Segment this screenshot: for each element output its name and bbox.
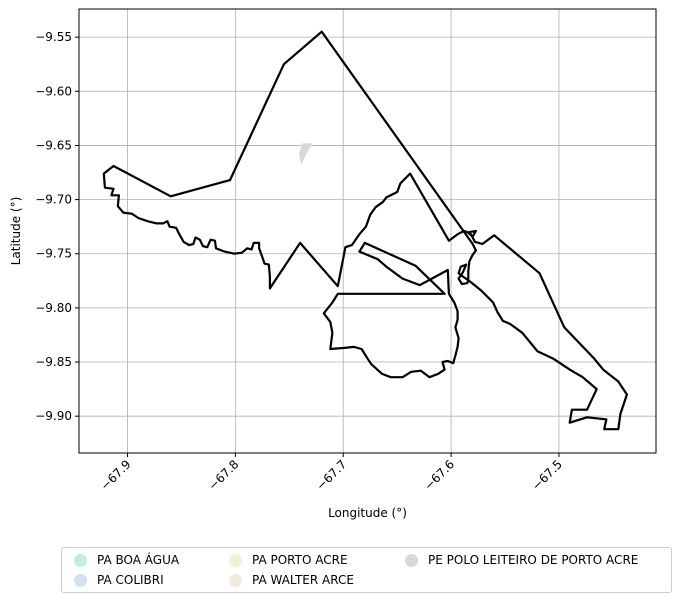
y-tick-label: −9.55 bbox=[35, 30, 72, 44]
x-tick-label: −67.6 bbox=[421, 457, 457, 493]
legend-marker-icon bbox=[229, 553, 242, 567]
legend-item-colibri: PA COLIBRI bbox=[74, 573, 164, 587]
legend-marker-icon bbox=[74, 553, 87, 567]
legend-label: PE POLO LEITEIRO DE PORTO ACRE bbox=[428, 553, 639, 567]
y-axis-title: Latitude (°) bbox=[9, 197, 23, 266]
y-tick-label: −9.70 bbox=[35, 193, 72, 207]
y-tick-label: −9.80 bbox=[35, 301, 72, 315]
map-shapes bbox=[102, 30, 629, 431]
legend-item-boa-agua: PA BOA ÁGUA bbox=[74, 553, 179, 567]
legend-marker-icon bbox=[229, 573, 242, 587]
x-axis-ticks: −67.9 −67.8 −67.7 −67.6 −67.5 bbox=[98, 453, 565, 493]
legend-item-polo-leiteiro: PE POLO LEITEIRO DE PORTO ACRE bbox=[405, 553, 638, 567]
map-polygon bbox=[102, 30, 629, 431]
map-polygon bbox=[299, 143, 312, 165]
x-tick-label: −67.5 bbox=[529, 457, 565, 493]
legend-item-porto-acre: PA PORTO ACRE bbox=[229, 553, 348, 567]
y-tick-label: −9.65 bbox=[35, 138, 72, 152]
y-axis-ticks: −9.55 −9.60 −9.65 −9.70 −9.75 −9.80 −9.85 −9.90 bbox=[35, 30, 79, 423]
y-tick-label: −9.85 bbox=[35, 355, 72, 369]
y-tick-label: −9.90 bbox=[35, 409, 72, 423]
legend-label: PA WALTER ARCE bbox=[252, 573, 354, 587]
map-polygon bbox=[322, 241, 460, 379]
legend-marker-icon bbox=[405, 553, 418, 567]
x-tick-label: −67.7 bbox=[313, 457, 349, 493]
legend: PA BOA ÁGUA PA COLIBRI PA PORTO ACRE PA … bbox=[61, 547, 672, 593]
y-tick-label: −9.60 bbox=[35, 84, 72, 98]
y-tick-label: −9.75 bbox=[35, 247, 72, 261]
plot-frame bbox=[78, 8, 657, 454]
legend-label: PA COLIBRI bbox=[97, 573, 164, 587]
legend-item-walter-arce: PA WALTER ARCE bbox=[229, 573, 354, 587]
x-axis-title: Longitude (°) bbox=[328, 506, 407, 520]
legend-label: PA BOA ÁGUA bbox=[97, 553, 180, 567]
legend-marker-icon bbox=[74, 573, 87, 587]
x-tick-label: −67.9 bbox=[98, 457, 134, 493]
legend-label: PA PORTO ACRE bbox=[252, 553, 348, 567]
grid-lines bbox=[79, 9, 656, 453]
x-tick-label: −67.8 bbox=[206, 457, 242, 493]
